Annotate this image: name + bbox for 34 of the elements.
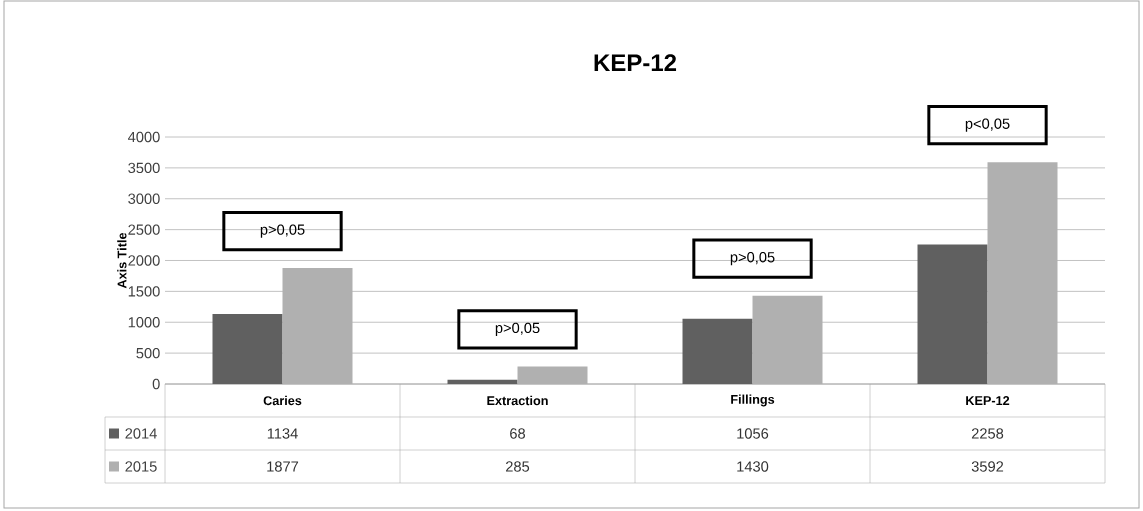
data-label: 1430 <box>737 461 769 472</box>
data-label: 285 <box>506 461 530 472</box>
annotation: p>0,05 <box>260 224 305 238</box>
legend-label: 2015 <box>125 461 157 472</box>
data-label: 1056 <box>737 428 769 439</box>
y-tick-label: 0 <box>152 378 160 390</box>
y-tick-label: 1000 <box>128 317 160 328</box>
chart-title: KEP-12 <box>594 54 677 71</box>
y-tick-label: 2500 <box>128 224 160 235</box>
y-axis-title: Axis Title <box>117 232 127 289</box>
bar <box>917 244 988 384</box>
annotation: p>0,05 <box>495 322 540 336</box>
bar <box>447 379 518 384</box>
data-label: 1134 <box>267 428 298 439</box>
legend-label: 2014 <box>125 428 157 439</box>
data-label: 1877 <box>267 461 299 472</box>
data-label: 68 <box>510 428 526 439</box>
bar <box>517 366 588 384</box>
y-tick-label: 3500 <box>128 162 160 174</box>
y-tick-label: 2000 <box>128 255 160 266</box>
x-tick-label: Fillings <box>731 394 775 407</box>
y-tick-label: 4000 <box>128 131 160 143</box>
x-tick-label: Caries <box>263 395 302 406</box>
annotation: p>0,05 <box>730 252 775 266</box>
x-tick-label: Extraction <box>487 395 548 406</box>
text: p<0,05 <box>965 118 1010 132</box>
bar <box>212 313 283 384</box>
data-label: 3592 <box>971 461 1004 472</box>
y-tick-label: 3000 <box>128 193 160 204</box>
data-label: 2258 <box>971 428 1004 439</box>
y-tick-label: 1500 <box>128 286 160 297</box>
bar <box>682 318 753 384</box>
y-tick-label: 500 <box>136 347 160 359</box>
x-tick-label: KEP-12 <box>966 396 1010 405</box>
